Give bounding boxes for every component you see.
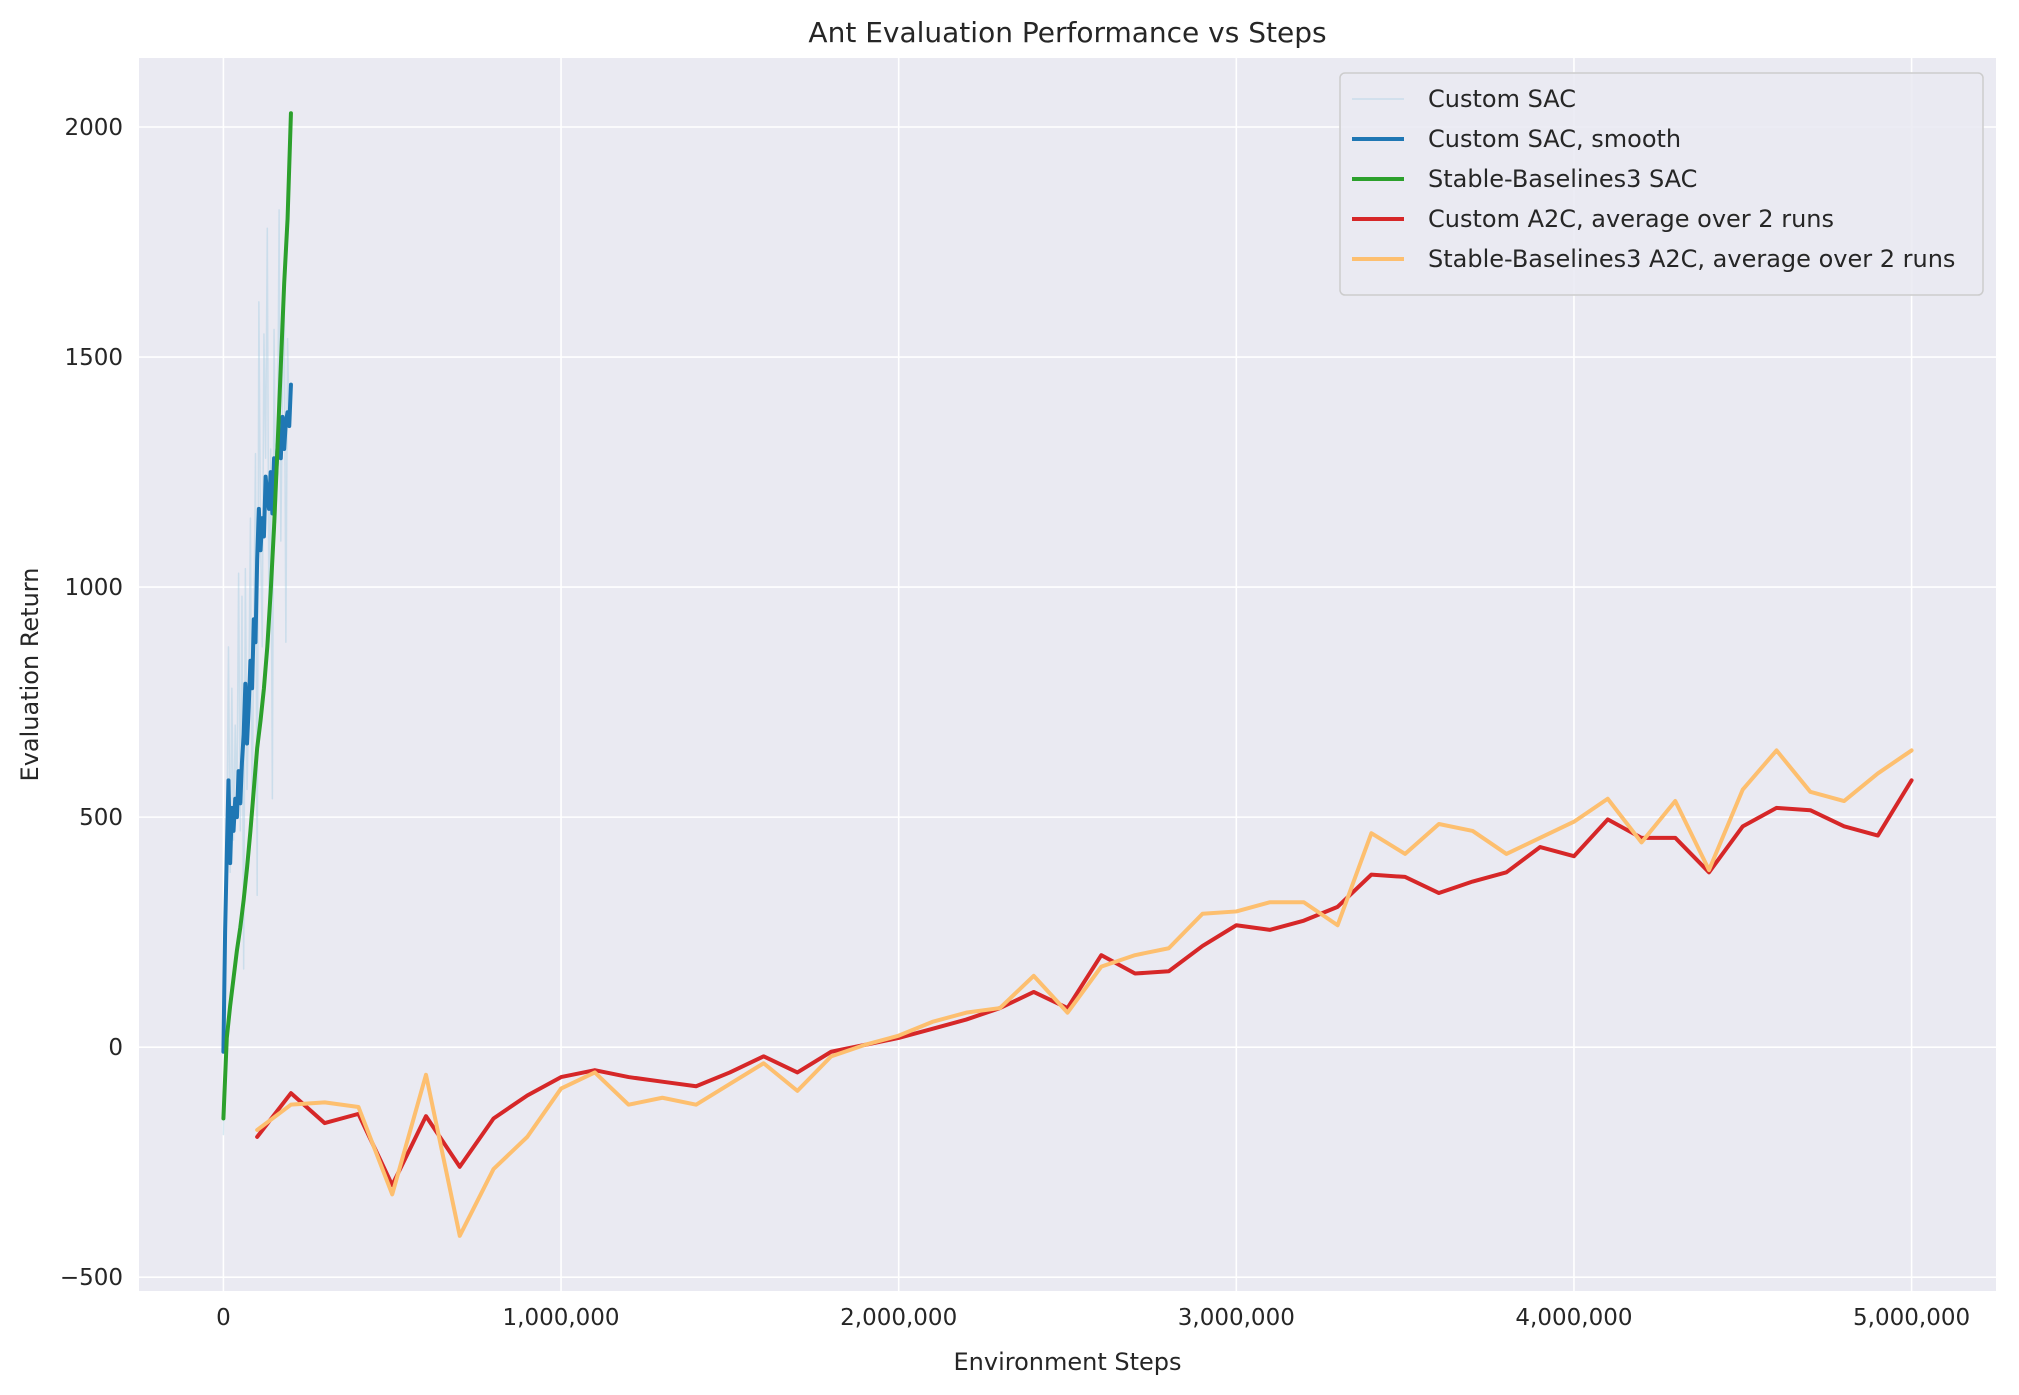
legend-entry-2: Stable-Baselines3 SAC <box>1428 165 1697 193</box>
y-tick-label: 500 <box>79 805 123 831</box>
legend-entry-4: Stable-Baselines3 A2C, average over 2 ru… <box>1428 245 1955 273</box>
legend-entry-1: Custom SAC, smooth <box>1428 125 1681 153</box>
y-tick-label: 2000 <box>64 115 123 141</box>
series-line-2 <box>221 111 293 1121</box>
x-tick-label: 2,000,000 <box>840 1305 957 1331</box>
x-tick-label: 1,000,000 <box>503 1305 620 1331</box>
chart-title: Ant Evaluation Performance vs Steps <box>808 16 1326 49</box>
series-line-4 <box>255 748 1914 1238</box>
x-tick-label: 4,000,000 <box>1515 1305 1632 1331</box>
tick-labels: 0 1,000,000 2,000,000 3,000,000 4,000,000 5,0… <box>60 115 1970 1331</box>
series-line-0 <box>222 209 292 1136</box>
legend-entry-3: Custom A2C, average over 2 runs <box>1428 205 1834 233</box>
y-axis-label: Evaluation Return <box>16 568 44 782</box>
y-tick-label: −500 <box>60 1265 123 1291</box>
legend-entry-0: Custom SAC <box>1428 85 1576 113</box>
x-tick-label: 5,000,000 <box>1853 1305 1970 1331</box>
x-tick-label: 0 <box>216 1305 231 1331</box>
x-axis-label: Environment Steps <box>953 1348 1181 1376</box>
y-tick-label: 1500 <box>64 345 123 371</box>
y-tick-label: 0 <box>108 1035 123 1061</box>
legend-box <box>1339 72 1984 296</box>
y-tick-label: 1000 <box>64 575 123 601</box>
x-tick-label: 3,000,000 <box>1178 1305 1295 1331</box>
series-layer <box>221 111 1914 1238</box>
legend: Custom SAC Custom SAC, smooth Stable-Basel… <box>1339 72 1984 296</box>
